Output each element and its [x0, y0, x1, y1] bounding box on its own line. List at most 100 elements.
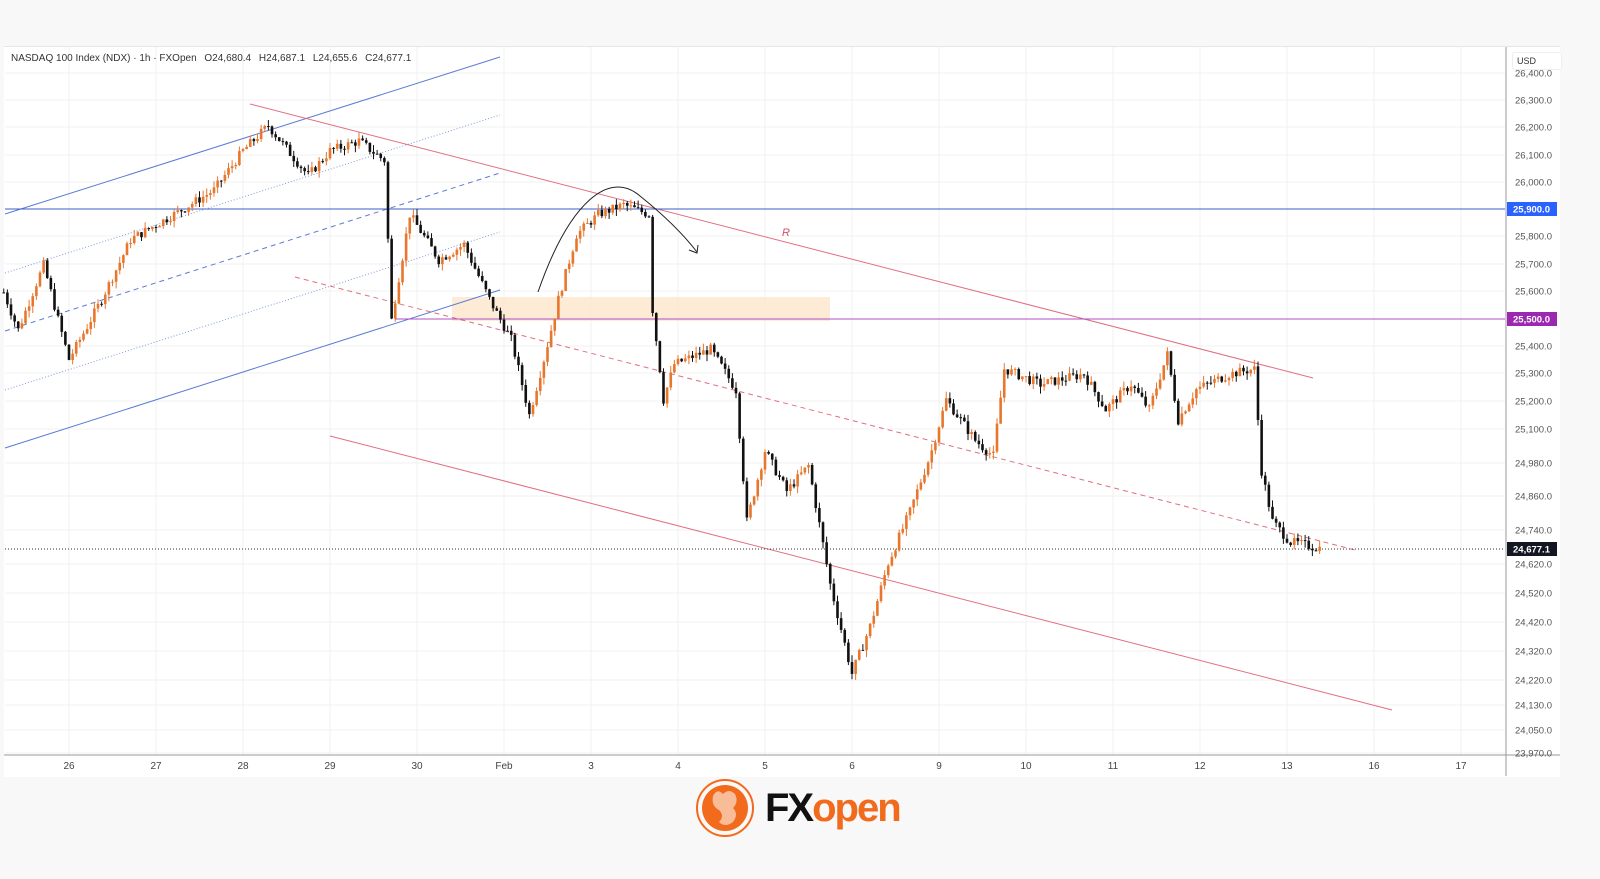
candle-body — [1133, 386, 1137, 388]
candle-body — [1082, 374, 1086, 376]
candle-body — [814, 484, 818, 509]
ohlc-close: C24,677.1 — [365, 53, 412, 64]
candle-body — [1311, 548, 1314, 551]
candle-body — [662, 372, 665, 404]
candle-body — [143, 227, 147, 238]
candle-body — [151, 227, 154, 230]
candle-body — [364, 140, 368, 143]
candle-body — [651, 216, 654, 314]
candle-body — [194, 197, 198, 204]
candle-body — [502, 319, 506, 331]
y-tick-label: 26,400.0 — [1515, 69, 1552, 80]
candle-body — [1300, 540, 1303, 542]
candle-body — [1209, 382, 1213, 384]
resistance-label: R — [782, 227, 790, 239]
candle-body — [484, 281, 488, 290]
candle-body — [1216, 376, 1220, 379]
candle-body — [1303, 540, 1307, 542]
x-tick-label: 29 — [324, 761, 336, 772]
candle-body — [45, 260, 49, 278]
candle-body — [1122, 387, 1126, 391]
candle-body — [1282, 527, 1285, 539]
y-tick-label: 24,520.0 — [1515, 589, 1552, 600]
candle-body — [1296, 538, 1300, 542]
candle-body — [546, 347, 549, 362]
y-tick-label: 24,980.0 — [1515, 459, 1552, 470]
candle-body — [622, 203, 625, 205]
price-axis[interactable]: 26,400.0 26,300.0 26,200.0 26,100.0 26,000.0… — [1515, 69, 1552, 760]
candle-body — [741, 438, 745, 482]
candle-body — [368, 142, 372, 152]
fxopen-logo: FXopen — [695, 777, 902, 839]
candle-body — [219, 180, 223, 182]
candle-body — [20, 323, 24, 329]
candle-body — [183, 211, 187, 213]
y-tick-label: 25,400.0 — [1515, 342, 1552, 353]
time-axis[interactable]: 26 27 28 29 30 Feb 3 4 5 6 9 10 11 12 13 16 17 — [63, 761, 1467, 772]
candle-body — [524, 385, 528, 403]
candle-body — [716, 352, 720, 357]
candle-body — [1227, 377, 1231, 381]
candle-body — [1176, 400, 1180, 425]
candle-body — [1169, 351, 1173, 375]
candle-body — [93, 308, 96, 323]
currency-button[interactable]: USD — [1512, 52, 1562, 70]
candle-body — [172, 212, 176, 222]
candle-body — [868, 623, 872, 637]
candle-body — [339, 143, 343, 149]
candle-body — [241, 149, 245, 152]
candle-body — [1184, 411, 1187, 414]
candle-body — [596, 209, 600, 216]
y-tick-label: 25,800.0 — [1515, 232, 1552, 243]
demand-zone[interactable] — [452, 297, 830, 321]
candle-body — [1238, 367, 1242, 377]
candle-body — [216, 180, 219, 188]
candle-body — [1158, 379, 1162, 389]
candle-body — [274, 134, 277, 138]
candle-body — [111, 281, 114, 283]
candle-body — [140, 232, 143, 238]
logo-fx: FX — [765, 785, 814, 830]
rising-channel-q1[interactable] — [4, 114, 501, 274]
rising-channel-lower[interactable] — [4, 289, 501, 449]
rising-channel-mid[interactable] — [4, 172, 501, 332]
x-tick-label: 5 — [762, 761, 768, 772]
candle-body — [560, 290, 564, 296]
candle-body — [1035, 376, 1039, 379]
candle-body — [1050, 377, 1053, 380]
candle-body — [397, 282, 401, 304]
candle-body — [1220, 376, 1224, 382]
x-tick-label: 10 — [1020, 761, 1032, 772]
candle-body — [1147, 405, 1151, 407]
candle-body — [1002, 369, 1006, 398]
candle-body — [1064, 380, 1068, 382]
candle-body — [1017, 369, 1021, 380]
falling-channel-lower[interactable] — [329, 435, 1393, 711]
candle-body — [354, 142, 357, 146]
candle-body — [687, 355, 691, 359]
candle-body — [821, 522, 825, 543]
candle-body — [778, 475, 781, 477]
falling-channel-upper[interactable] — [249, 103, 1314, 379]
candle-body — [1173, 374, 1176, 401]
candle-body — [952, 403, 955, 415]
candle-body — [419, 224, 422, 233]
arc-arrow[interactable] — [537, 186, 698, 293]
candle-body — [680, 358, 683, 362]
candle-body — [803, 467, 807, 473]
symbol-title[interactable]: NASDAQ 100 Index (NDX) · 1h · FXOpen — [11, 53, 197, 64]
candle-body — [488, 289, 491, 297]
x-tick-label: 4 — [675, 761, 681, 772]
candle-body — [770, 453, 774, 460]
bull-emblem-icon — [696, 779, 754, 837]
x-tick-label: 11 — [1108, 761, 1119, 772]
candle-body — [669, 372, 673, 388]
y-tick-label: 25,300.0 — [1515, 369, 1552, 380]
candle-body — [114, 270, 118, 282]
falling-channel-mid[interactable] — [294, 276, 1356, 551]
rising-channel-upper[interactable] — [4, 56, 501, 215]
candle-body — [992, 451, 995, 454]
candle-body — [593, 215, 596, 225]
candle-body — [999, 397, 1002, 424]
